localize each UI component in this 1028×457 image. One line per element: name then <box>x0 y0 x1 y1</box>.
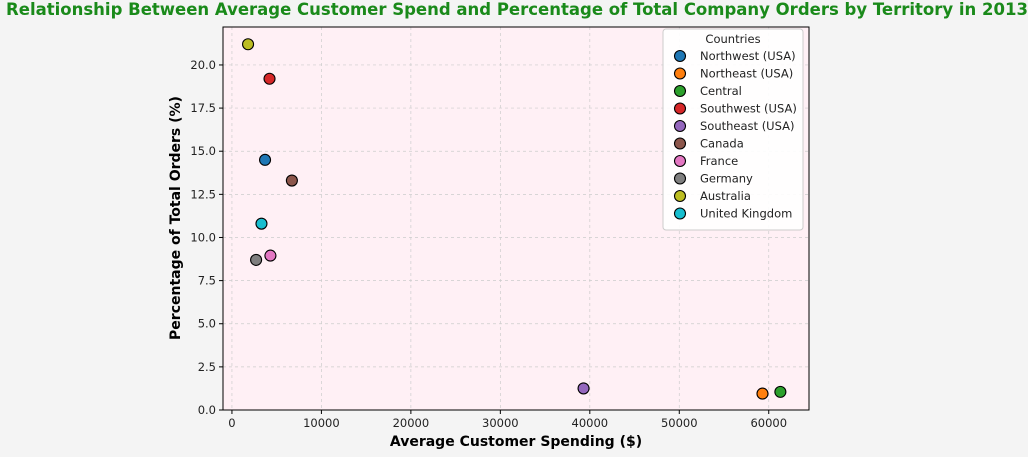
legend-box <box>662 28 804 231</box>
legend-marker <box>673 67 687 80</box>
y-tick-label: 17.5 <box>190 101 216 115</box>
data-point <box>258 153 272 166</box>
chart-title: Relationship Between Average Customer Sp… <box>6 0 1028 19</box>
legend-marker <box>673 154 687 168</box>
x-axis-label: Average Customer Spending ($) <box>390 434 642 450</box>
legend-label: Central <box>700 84 742 98</box>
y-axis-label: Percentage of Total Orders (%) <box>168 96 184 340</box>
x-tick-label: 60000 <box>750 416 787 430</box>
x-tick-label: 20000 <box>393 416 430 430</box>
x-tick-label: 50000 <box>661 416 698 430</box>
legend-label: Northwest (USA) <box>700 49 796 63</box>
legend-label: Southeast (USA) <box>700 119 794 133</box>
legend-marker <box>673 49 687 63</box>
legend-marker <box>673 207 687 220</box>
legend-marker <box>673 172 687 185</box>
legend-label: Germany <box>700 172 753 186</box>
data-point <box>264 249 277 262</box>
legend: Countries Northwest (USA) Northeast (USA) C… <box>662 28 804 231</box>
legend-marker <box>673 102 687 115</box>
data-points <box>242 38 787 400</box>
x-tick-label: 40000 <box>572 416 609 430</box>
axes: 0 10000 20000 30000 40000 50000 60000 0.0 2.5 5.0… <box>190 58 787 430</box>
plot-frame <box>222 26 810 411</box>
data-point <box>242 38 255 51</box>
data-point <box>285 174 298 187</box>
legend-label: France <box>700 154 738 168</box>
legend-marker <box>673 119 687 133</box>
data-point <box>577 382 590 395</box>
x-tick-label: 10000 <box>303 416 340 430</box>
legend-label: Australia <box>700 189 751 203</box>
y-tick-label: 7.5 <box>198 274 216 288</box>
data-point <box>250 253 263 266</box>
y-tick-label: 0.0 <box>198 403 216 417</box>
y-tick-label: 12.5 <box>190 187 216 201</box>
legend-marker <box>673 189 687 203</box>
data-point <box>756 387 769 400</box>
y-tick-label: 10.0 <box>190 230 216 244</box>
legend-marker <box>673 84 687 98</box>
data-point <box>774 385 787 398</box>
legend-label: United Kingdom <box>700 207 792 221</box>
x-tick-label: 0 <box>228 416 235 430</box>
data-point <box>263 72 276 85</box>
data-point <box>255 217 268 230</box>
legend-title: Countries <box>705 32 760 46</box>
legend-marker <box>673 137 687 150</box>
y-tick-label: 15.0 <box>190 144 216 158</box>
y-tick-label: 20.0 <box>190 58 216 72</box>
y-tick-label: 5.0 <box>198 317 216 331</box>
legend-label: Southwest (USA) <box>700 102 797 116</box>
legend-label: Canada <box>700 137 744 151</box>
y-tick-label: 2.5 <box>198 360 216 374</box>
x-tick-label: 30000 <box>482 416 519 430</box>
legend-label: Northeast (USA) <box>700 67 793 81</box>
